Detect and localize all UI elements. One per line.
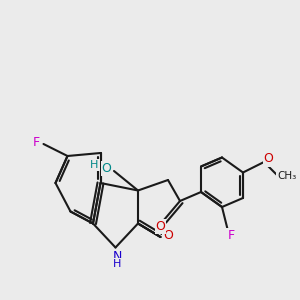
Text: O: O bbox=[264, 152, 273, 166]
Text: F: F bbox=[32, 136, 40, 149]
Text: H: H bbox=[113, 259, 121, 269]
Text: F: F bbox=[227, 229, 235, 242]
Text: O: O bbox=[102, 161, 111, 175]
Text: CH₃: CH₃ bbox=[277, 171, 296, 181]
Text: N: N bbox=[112, 250, 122, 263]
Text: O: O bbox=[163, 229, 173, 242]
Text: H: H bbox=[90, 160, 99, 170]
Text: O: O bbox=[156, 220, 165, 233]
